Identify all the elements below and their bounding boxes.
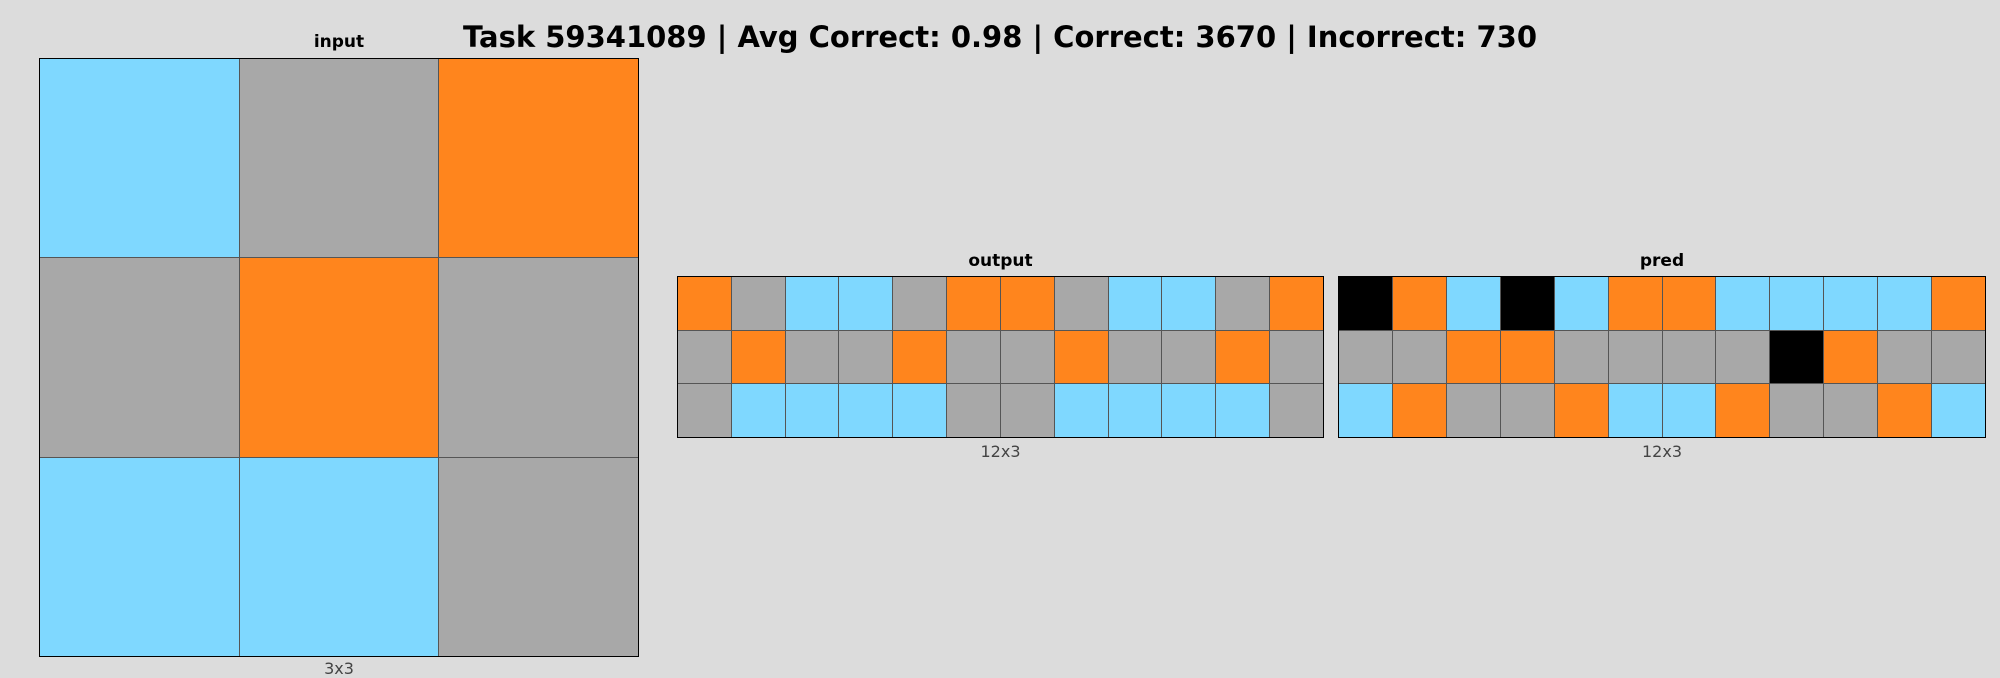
grid-cell	[1000, 384, 1054, 437]
grid-cell	[893, 277, 947, 330]
grid-cell	[1608, 330, 1662, 384]
grid-cell	[731, 330, 785, 384]
grid-cell	[1054, 330, 1108, 384]
grid-cell	[1446, 384, 1500, 437]
grid-cell	[1339, 330, 1392, 384]
grid-cell	[1824, 330, 1878, 384]
grid-cell	[1770, 384, 1824, 437]
grid-cell	[1216, 384, 1270, 437]
grid-cell	[1878, 330, 1932, 384]
grid-cell	[1932, 330, 1985, 384]
page-title: Task 59341089 | Avg Correct: 0.98 | Corr…	[462, 20, 1538, 54]
grid-cell	[1162, 330, 1216, 384]
grid-cell	[40, 59, 239, 258]
grid-cell	[1054, 384, 1108, 437]
input-dims-label: 3x3	[324, 659, 354, 678]
grid-cell	[839, 277, 893, 330]
grid-cell	[239, 457, 439, 656]
grid-cell	[1339, 384, 1392, 437]
grid-cell	[1162, 384, 1216, 437]
grid-cell	[1662, 277, 1716, 330]
grid-cell	[1662, 330, 1716, 384]
grid-cell	[947, 384, 1000, 437]
grid-cell	[1339, 277, 1392, 330]
grid-cell	[1932, 384, 1985, 437]
grid-cell	[40, 258, 239, 457]
input-panel-label: input	[313, 32, 365, 52]
grid-cell	[1716, 277, 1770, 330]
grid-cell	[1108, 384, 1162, 437]
grid-cell	[1392, 330, 1446, 384]
grid-cell	[239, 59, 439, 258]
grid-cell	[1446, 330, 1500, 384]
grid-cell	[1000, 277, 1054, 330]
pred-dims-label: 12x3	[1641, 442, 1682, 461]
grid-cell	[1500, 277, 1554, 330]
grid-cell	[785, 277, 839, 330]
grid-cell	[1608, 277, 1662, 330]
grid-cell	[1716, 330, 1770, 384]
grid-cell	[1824, 277, 1878, 330]
grid-cell	[1824, 384, 1878, 437]
grid-cell	[678, 384, 731, 437]
grid-cell	[1554, 277, 1608, 330]
grid-cell	[1554, 384, 1608, 437]
grid-cell	[1500, 384, 1554, 437]
pred-grid	[1338, 276, 1986, 438]
input-grid	[39, 58, 639, 657]
grid-cell	[678, 277, 731, 330]
grid-cell	[785, 384, 839, 437]
grid-cell	[1392, 384, 1446, 437]
grid-cell	[1878, 277, 1932, 330]
grid-cell	[1392, 277, 1446, 330]
grid-cell	[1770, 330, 1824, 384]
grid-cell	[1000, 330, 1054, 384]
grid-cell	[1716, 384, 1770, 437]
output-grid	[677, 276, 1324, 438]
grid-cell	[731, 384, 785, 437]
grid-cell	[1554, 330, 1608, 384]
grid-cell	[1216, 330, 1270, 384]
grid-cell	[439, 59, 638, 258]
grid-cell	[893, 330, 947, 384]
output-panel-label: output	[968, 251, 1033, 271]
grid-cell	[1162, 277, 1216, 330]
grid-cell	[1932, 277, 1985, 330]
grid-cell	[1608, 384, 1662, 437]
pred-panel-label: pred	[1639, 251, 1685, 271]
grid-cell	[731, 277, 785, 330]
grid-cell	[1446, 277, 1500, 330]
grid-cell	[239, 258, 439, 457]
grid-cell	[947, 330, 1000, 384]
grid-cell	[839, 330, 893, 384]
grid-cell	[1108, 277, 1162, 330]
grid-cell	[839, 384, 893, 437]
grid-cell	[40, 457, 239, 656]
grid-cell	[1054, 277, 1108, 330]
grid-cell	[1770, 277, 1824, 330]
grid-cell	[1216, 277, 1270, 330]
grid-cell	[678, 330, 731, 384]
grid-cell	[1878, 384, 1932, 437]
grid-cell	[785, 330, 839, 384]
grid-cell	[1500, 330, 1554, 384]
grid-cell	[1662, 384, 1716, 437]
grid-cell	[439, 457, 638, 656]
grid-cell	[1108, 330, 1162, 384]
grid-cell	[893, 384, 947, 437]
grid-cell	[1270, 384, 1323, 437]
grid-cell	[1270, 277, 1323, 330]
grid-cell	[947, 277, 1000, 330]
grid-cell	[1270, 330, 1323, 384]
output-dims-label: 12x3	[980, 442, 1021, 461]
grid-cell	[439, 258, 638, 457]
